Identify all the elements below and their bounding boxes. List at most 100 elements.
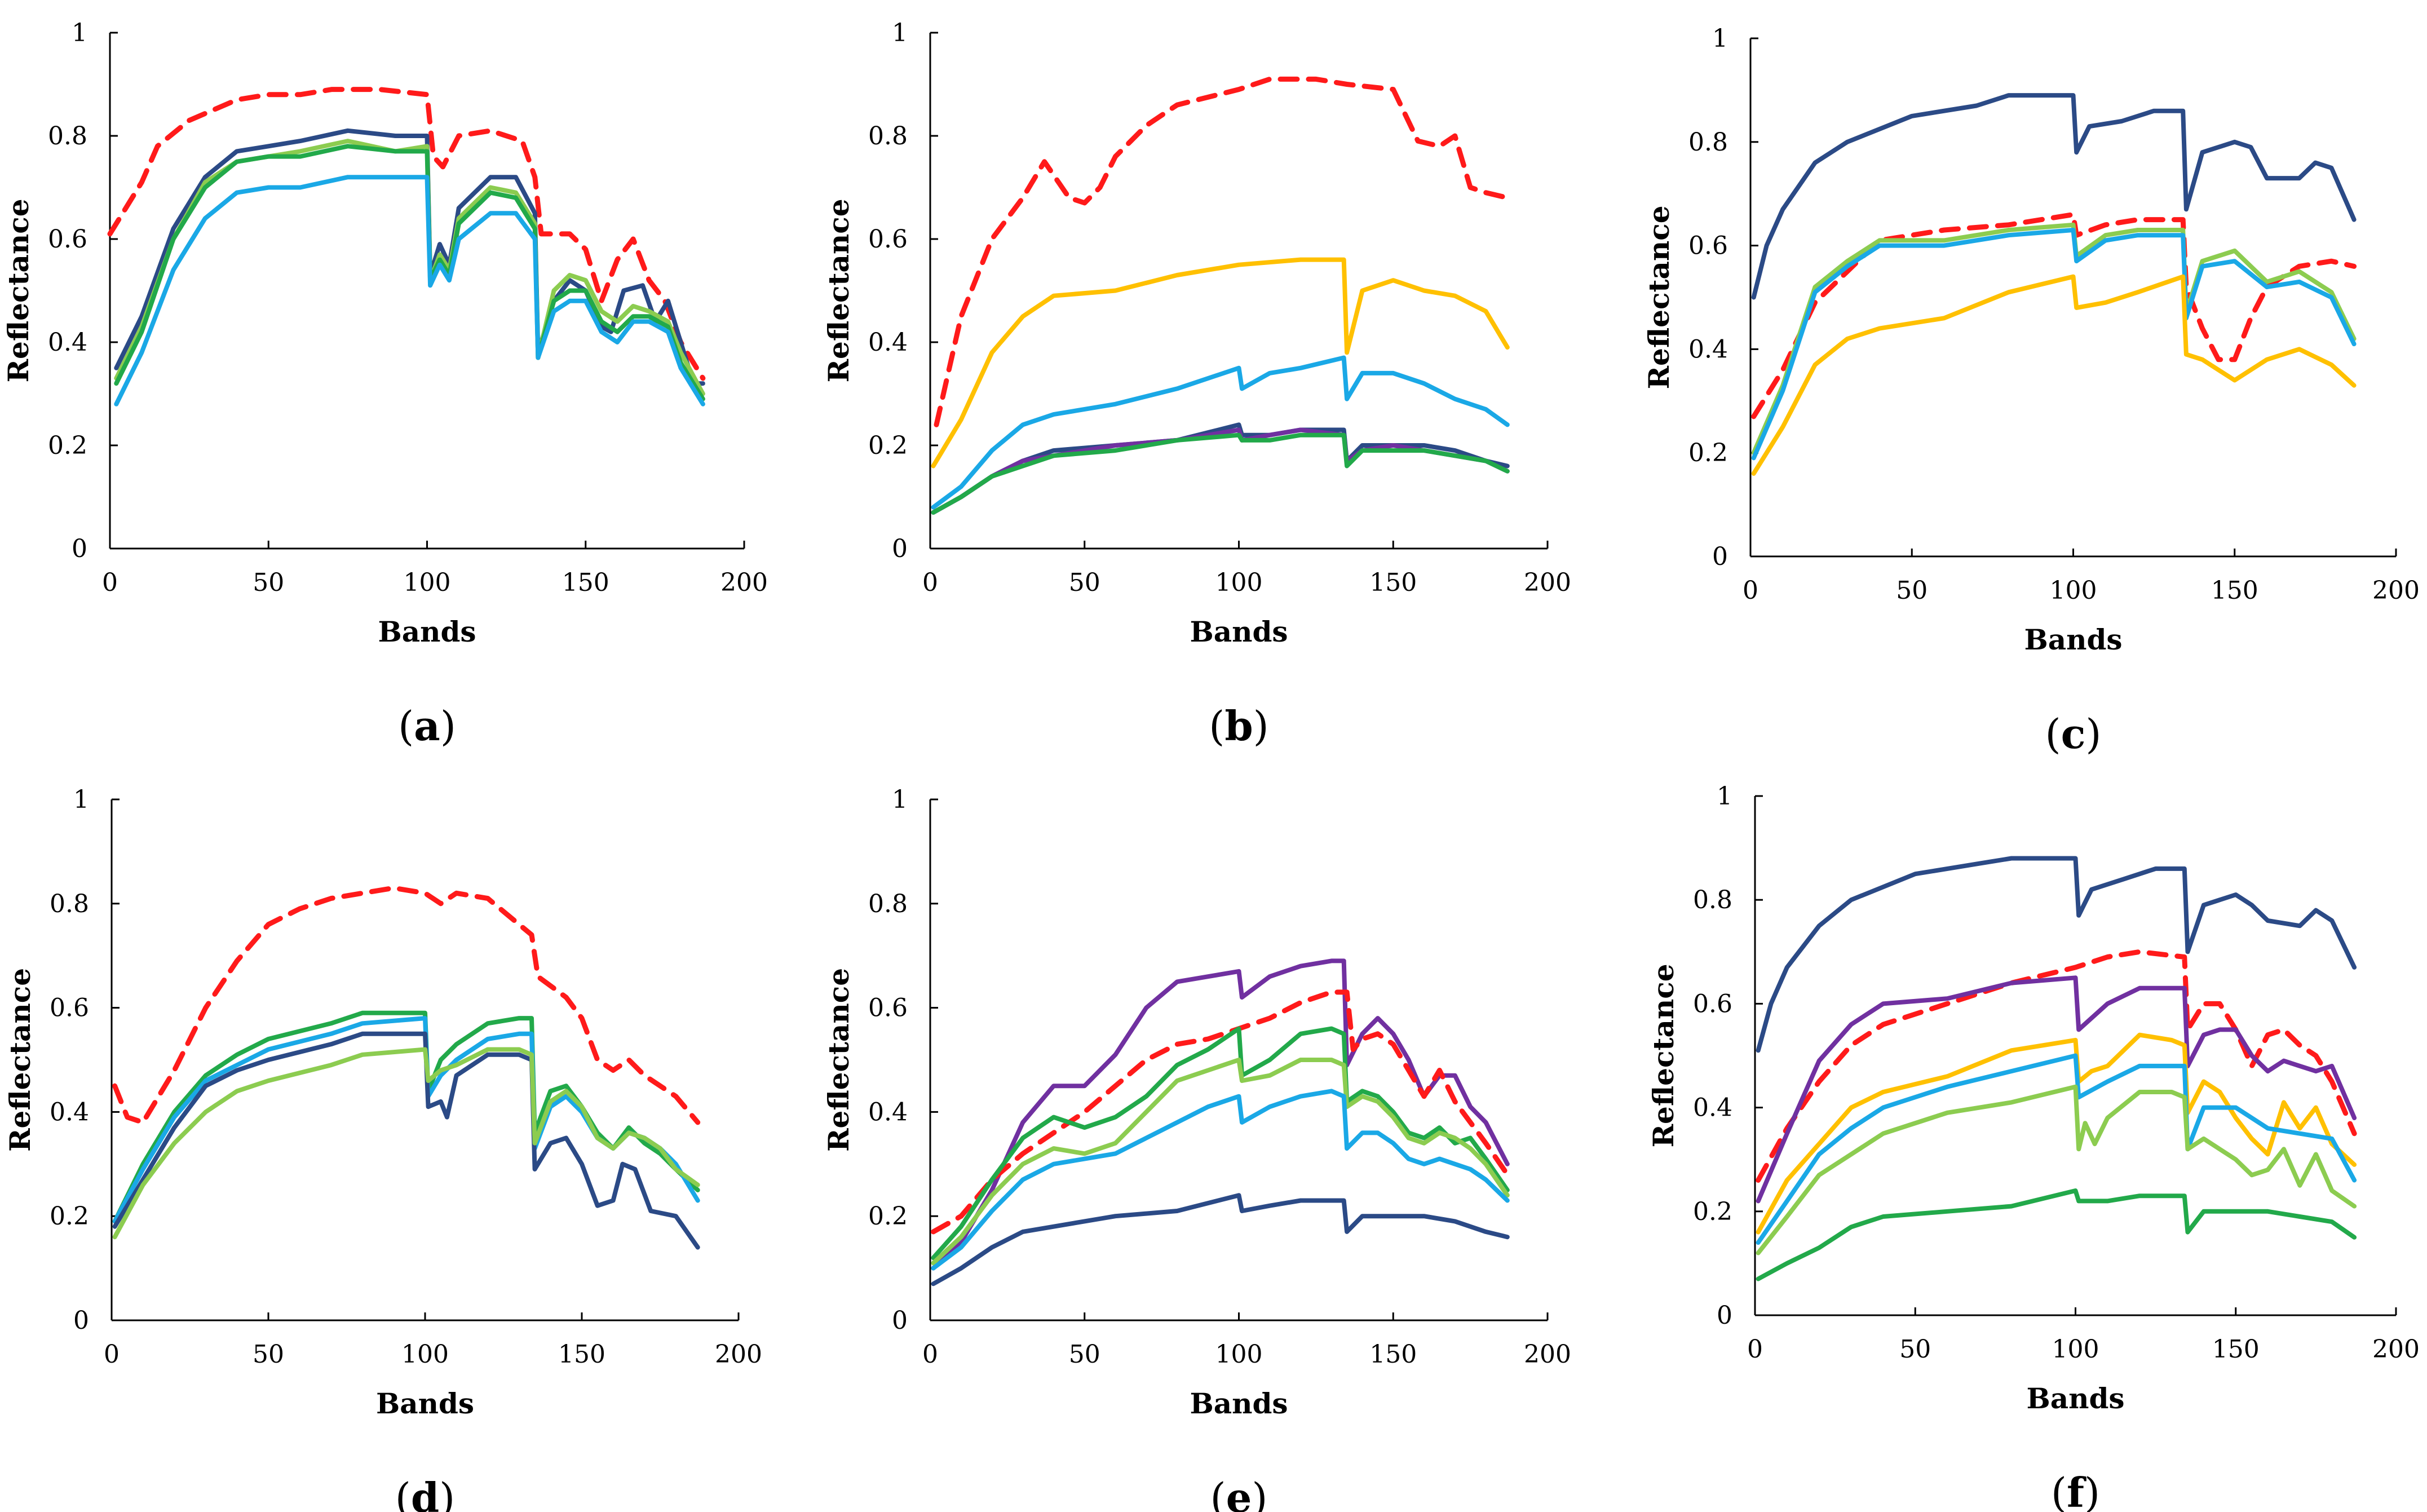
y-tick-label: 0 xyxy=(73,1306,89,1335)
x-tick-label: 100 xyxy=(1215,568,1263,597)
panel-label: (e) xyxy=(1210,1474,1268,1512)
y-tick-label: 0.8 xyxy=(868,890,908,918)
chart-panel-e: 0 0.2 0.4 0.6 0.8 1 0 50 100 150 200 Bands Reflectan… xyxy=(822,785,1571,1512)
x-tick-label: 150 xyxy=(562,568,609,597)
y-axis-title: Reflectance xyxy=(1642,205,1676,389)
x-axis-title: Bands xyxy=(2026,1382,2124,1415)
series-line-purple xyxy=(1756,975,2357,1204)
series-line-navy xyxy=(112,1031,700,1250)
panel-label: (a) xyxy=(398,702,456,750)
series-line-green xyxy=(112,1010,700,1224)
panel-label: (d) xyxy=(395,1474,456,1512)
y-tick-label: 1 xyxy=(1712,24,1728,53)
series-line-cyan xyxy=(931,355,1510,510)
x-tick-label: 100 xyxy=(2052,1335,2099,1364)
series-line-navy xyxy=(931,1193,1510,1286)
y-tick-label: 0.4 xyxy=(1693,1094,1732,1122)
y-tick-label: 1 xyxy=(892,785,908,814)
series-line-green xyxy=(114,144,705,401)
series-line-red xyxy=(112,885,701,1125)
x-tick-label: 50 xyxy=(1069,1340,1100,1369)
series-line-red xyxy=(931,989,1510,1235)
chart-panel-b: 0 0.2 0.4 0.6 0.8 1 0 50 100 150 200 Bands Reflectan… xyxy=(822,19,1571,750)
x-tick-label: 200 xyxy=(1524,1340,1571,1369)
x-tick-label: 50 xyxy=(253,568,284,597)
series-line-cyan xyxy=(1751,228,2357,461)
x-tick-label: 50 xyxy=(253,1340,284,1369)
y-axis-title: Reflectance xyxy=(822,198,855,382)
x-tick-label: 100 xyxy=(1215,1340,1263,1369)
y-tick-label: 0.8 xyxy=(868,122,908,151)
x-tick-label: 0 xyxy=(104,1340,120,1369)
series-line-red xyxy=(107,87,706,381)
y-tick-label: 0.4 xyxy=(868,1098,908,1126)
x-tick-label: 150 xyxy=(2211,576,2258,605)
x-tick-label: 150 xyxy=(1369,568,1417,597)
series-line-lightgreen xyxy=(1751,222,2357,456)
y-tick-label: 0 xyxy=(892,534,908,563)
series-line-cyan xyxy=(112,1016,700,1224)
x-tick-label: 150 xyxy=(2212,1335,2260,1364)
x-tick-label: 0 xyxy=(922,1340,938,1369)
y-tick-label: 0.2 xyxy=(1693,1197,1732,1226)
panel-label: (b) xyxy=(1209,702,1269,750)
chart-panel-a: 0 0.2 0.4 0.6 0.8 1 0 50 100 150 200 Bands Reflectan… xyxy=(2,19,768,750)
panel-label: (c) xyxy=(2045,710,2101,758)
y-axis-title: Reflectance xyxy=(822,968,855,1152)
x-tick-label: 150 xyxy=(558,1340,605,1369)
x-tick-label: 100 xyxy=(401,1340,449,1369)
x-tick-label: 0 xyxy=(922,568,938,597)
y-tick-label: 0.4 xyxy=(50,1098,89,1126)
y-tick-label: 0.2 xyxy=(1688,439,1728,467)
y-tick-label: 0.6 xyxy=(868,994,908,1023)
series-line-lightgreen xyxy=(1756,1084,2357,1255)
y-tick-label: 0.6 xyxy=(1688,232,1728,260)
y-tick-label: 0 xyxy=(72,534,87,563)
y-tick-label: 0.8 xyxy=(50,890,89,918)
x-tick-label: 200 xyxy=(715,1340,762,1369)
x-tick-label: 200 xyxy=(720,568,768,597)
x-tick-label: 200 xyxy=(2372,1335,2420,1364)
y-tick-label: 1 xyxy=(1717,782,1732,811)
y-tick-label: 1 xyxy=(73,785,89,814)
series-line-cyan xyxy=(1756,1053,2357,1245)
x-axis-title: Bands xyxy=(1190,1387,1288,1420)
y-tick-label: 0.8 xyxy=(48,122,87,151)
chart-panel-d: 0 0.2 0.4 0.6 0.8 1 0 50 100 150 200 Bands Reflectan… xyxy=(3,785,762,1512)
y-tick-label: 0.8 xyxy=(1688,128,1728,157)
x-axis-title: Bands xyxy=(1190,615,1288,648)
y-tick-label: 0.6 xyxy=(48,225,87,254)
y-tick-label: 0.2 xyxy=(50,1202,89,1231)
x-tick-label: 150 xyxy=(1369,1340,1417,1369)
y-axis-title: Reflectance xyxy=(3,968,37,1152)
series-line-green xyxy=(931,1026,1510,1261)
series-line-red xyxy=(1751,212,2357,419)
series-line-lightgreen xyxy=(112,1047,700,1240)
series-line-purple xyxy=(931,427,1510,515)
series-line-navy xyxy=(1756,856,2357,1053)
series-line-lightgreen xyxy=(931,1058,1510,1266)
series-line-green xyxy=(931,432,1510,515)
series-line-navy xyxy=(114,128,705,386)
series-line-yellow xyxy=(931,257,1510,468)
chart-panel-c: 0 0.2 0.4 0.6 0.8 1 0 50 100 150 200 Bands Reflectan… xyxy=(1642,24,2420,758)
x-tick-label: 50 xyxy=(1899,1335,1931,1364)
series-line-yellow xyxy=(1756,1032,2357,1235)
series-line-green xyxy=(1756,1188,2357,1281)
x-tick-label: 0 xyxy=(102,568,118,597)
y-tick-label: 0.2 xyxy=(868,1202,908,1231)
y-tick-label: 1 xyxy=(72,19,87,47)
series-line-navy xyxy=(1751,93,2357,300)
y-tick-label: 0 xyxy=(1717,1301,1732,1330)
series-line-cyan xyxy=(114,175,705,406)
y-tick-label: 0.4 xyxy=(48,328,87,357)
y-axis-title: Reflectance xyxy=(2,198,35,382)
x-tick-label: 50 xyxy=(1896,576,1928,605)
x-axis-title: Bands xyxy=(378,615,476,648)
y-tick-label: 0.2 xyxy=(868,431,908,460)
y-tick-label: 0.6 xyxy=(1693,989,1732,1018)
series-line-cyan xyxy=(931,1089,1510,1271)
x-tick-label: 0 xyxy=(1743,576,1758,605)
